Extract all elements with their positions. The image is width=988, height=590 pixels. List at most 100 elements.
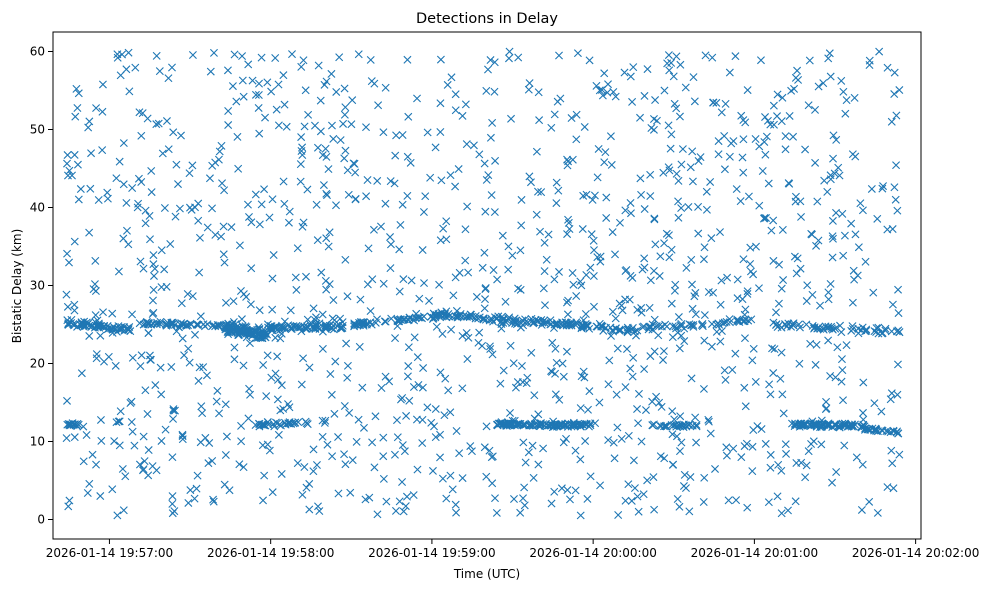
detection-marker [633, 305, 642, 314]
detection-marker [479, 315, 488, 324]
detection-marker [700, 336, 709, 345]
detection-marker [819, 79, 828, 88]
detection-marker [838, 209, 847, 218]
detection-marker [444, 310, 453, 318]
detection-marker [196, 312, 205, 321]
detection-marker [447, 73, 456, 82]
detection-marker [776, 374, 785, 383]
y-tick-label: 40 [30, 201, 45, 215]
detection-marker [854, 243, 863, 252]
detection-marker [472, 292, 481, 301]
detection-marker [688, 177, 697, 186]
detection-marker [88, 450, 97, 459]
detection-marker [257, 200, 266, 209]
detection-marker [208, 456, 217, 465]
detection-marker [486, 133, 495, 142]
detection-marker [222, 432, 231, 441]
detection-marker [620, 68, 629, 77]
detection-marker [482, 86, 491, 95]
detection-marker [463, 202, 472, 211]
detection-marker [576, 511, 585, 520]
detection-marker [540, 238, 549, 247]
detection-marker [178, 435, 187, 444]
detection-marker [709, 98, 718, 107]
detection-marker [499, 366, 508, 375]
detection-marker [418, 246, 427, 255]
detection-marker [224, 107, 233, 116]
detection-marker [405, 313, 414, 322]
detection-marker [64, 502, 73, 511]
detection-marker [769, 256, 778, 265]
detection-marker [686, 473, 695, 482]
detection-marker [657, 422, 666, 431]
detection-marker [253, 325, 262, 334]
detection-marker [571, 446, 580, 455]
detection-marker [674, 313, 683, 322]
detection-marker [809, 437, 818, 446]
detection-marker [239, 361, 248, 370]
detection-marker [242, 333, 251, 342]
detection-marker [279, 404, 288, 413]
detection-marker [151, 381, 160, 390]
detection-marker [168, 492, 177, 501]
detection-marker [115, 323, 124, 332]
detection-marker [701, 51, 710, 60]
detection-marker [485, 446, 494, 455]
detection-marker [504, 242, 513, 251]
detection-marker [298, 490, 307, 499]
detection-marker [667, 58, 676, 67]
detection-marker [874, 323, 883, 332]
detection-marker [525, 172, 534, 181]
detection-marker [791, 497, 800, 506]
detection-marker [681, 83, 690, 92]
detection-marker [171, 212, 180, 221]
detection-marker [115, 417, 124, 426]
detection-marker [564, 218, 573, 227]
detection-marker [823, 187, 832, 196]
detection-marker [651, 240, 660, 249]
detection-marker [79, 457, 88, 466]
detection-marker [870, 399, 879, 408]
detection-marker [435, 280, 444, 289]
detection-marker [711, 464, 720, 473]
detection-marker [648, 421, 657, 430]
detection-marker [526, 178, 535, 187]
detection-marker [340, 450, 349, 459]
detection-marker [501, 297, 510, 306]
detection-marker [761, 113, 770, 122]
detection-marker [813, 197, 822, 206]
detection-marker [686, 163, 695, 172]
detection-marker [601, 148, 610, 157]
detection-marker [604, 80, 613, 89]
detection-marker [230, 50, 239, 59]
detection-marker [641, 406, 650, 415]
detection-marker [448, 485, 457, 494]
detection-marker [571, 486, 580, 495]
detection-marker [761, 150, 770, 159]
detection-marker [847, 219, 856, 228]
detection-marker [432, 322, 441, 331]
detection-marker [756, 56, 765, 65]
detection-marker [668, 322, 677, 331]
detection-marker [640, 254, 649, 263]
detection-marker [539, 284, 548, 293]
detection-marker [178, 432, 187, 441]
detection-marker [764, 498, 773, 507]
detection-marker [608, 228, 617, 237]
detection-marker [70, 300, 79, 309]
detection-marker [714, 150, 723, 159]
detection-marker [251, 190, 260, 199]
detection-marker [795, 359, 804, 368]
detection-marker [137, 131, 146, 140]
detection-marker [868, 424, 877, 433]
detection-marker [83, 489, 92, 497]
detection-marker [461, 225, 470, 234]
detection-marker [873, 508, 882, 517]
detection-marker [458, 331, 467, 340]
detection-marker [739, 168, 748, 177]
detection-marker [793, 66, 802, 75]
detection-marker [99, 308, 108, 317]
detection-marker [366, 318, 375, 327]
detection-marker [134, 174, 143, 183]
detection-marker [234, 164, 243, 173]
